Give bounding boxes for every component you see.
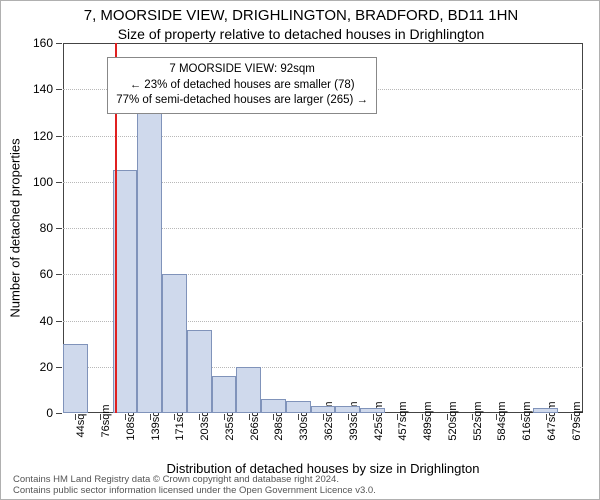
y-tick-label: 60 bbox=[40, 267, 53, 281]
y-tick bbox=[56, 89, 62, 90]
y-tick bbox=[56, 413, 62, 414]
y-tick-label: 120 bbox=[33, 129, 53, 143]
footer: Contains HM Land Registry data © Crown c… bbox=[13, 475, 376, 497]
histogram-bar bbox=[360, 408, 385, 413]
y-tick-label: 80 bbox=[40, 221, 53, 235]
plot-area: 02040608010012014016044sqm76sqm108sqm139… bbox=[63, 43, 583, 413]
chart-container: 7, MOORSIDE VIEW, DRIGHLINGTON, BRADFORD… bbox=[0, 0, 600, 500]
x-tick-label: 76sqm bbox=[100, 404, 112, 437]
histogram-bar bbox=[162, 274, 187, 413]
histogram-bar bbox=[212, 376, 237, 413]
histogram-bar bbox=[286, 401, 311, 413]
y-tick bbox=[56, 228, 62, 229]
histogram-bar bbox=[63, 344, 88, 413]
x-tick-label: 457sqm bbox=[397, 401, 409, 440]
y-tick bbox=[56, 367, 62, 368]
y-tick bbox=[56, 43, 62, 44]
y-tick bbox=[56, 321, 62, 322]
histogram-bar bbox=[533, 408, 558, 413]
annotation-box: 7 MOORSIDE VIEW: 92sqm← 23% of detached … bbox=[107, 57, 377, 114]
y-tick bbox=[56, 274, 62, 275]
x-tick-label: 679sqm bbox=[571, 401, 583, 440]
histogram-bar bbox=[187, 330, 212, 413]
y-axis-label-wrap: Number of detached properties bbox=[11, 43, 29, 413]
histogram-bar bbox=[236, 367, 261, 413]
x-tick-label: 616sqm bbox=[521, 401, 533, 440]
title-line1: 7, MOORSIDE VIEW, DRIGHLINGTON, BRADFORD… bbox=[1, 7, 600, 24]
annotation-line: 7 MOORSIDE VIEW: 92sqm bbox=[116, 62, 368, 78]
histogram-bar bbox=[335, 406, 360, 413]
title-line2: Size of property relative to detached ho… bbox=[1, 26, 600, 42]
y-tick-label: 100 bbox=[33, 175, 53, 189]
x-tick-label: 552sqm bbox=[472, 401, 484, 440]
y-tick-label: 160 bbox=[33, 36, 53, 50]
x-tick-label: 425sqm bbox=[373, 401, 385, 440]
y-tick bbox=[56, 136, 62, 137]
histogram-bar bbox=[261, 399, 286, 413]
annotation-line: ← 23% of detached houses are smaller (78… bbox=[116, 78, 368, 94]
x-tick-label: 520sqm bbox=[447, 401, 459, 440]
x-tick-label: 647sqm bbox=[546, 401, 558, 440]
y-tick-label: 40 bbox=[40, 314, 53, 328]
y-tick-label: 140 bbox=[33, 82, 53, 96]
histogram-bar bbox=[311, 406, 336, 413]
footer-line2: Contains public sector information licen… bbox=[13, 486, 376, 497]
x-tick-label: 584sqm bbox=[496, 401, 508, 440]
y-axis-label: Number of detached properties bbox=[8, 138, 23, 317]
y-tick-label: 0 bbox=[46, 406, 53, 420]
y-tick bbox=[56, 182, 62, 183]
histogram-bar bbox=[137, 66, 162, 413]
annotation-line: 77% of semi-detached houses are larger (… bbox=[116, 93, 368, 109]
y-tick-label: 20 bbox=[40, 360, 53, 374]
x-tick-label: 489sqm bbox=[422, 401, 434, 440]
